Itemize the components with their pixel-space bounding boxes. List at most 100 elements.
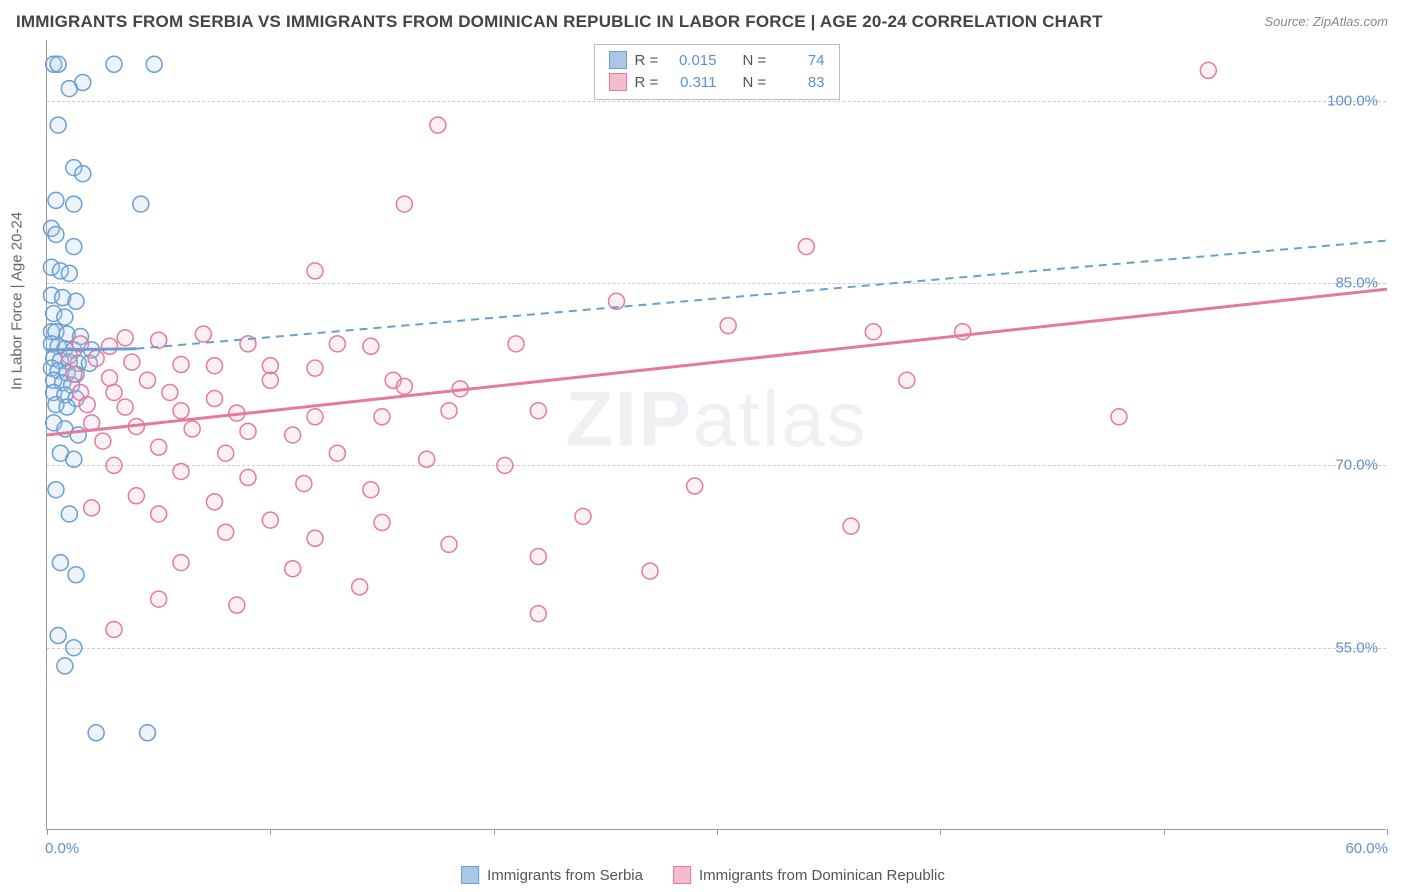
x-tick	[270, 829, 271, 835]
data-point	[195, 326, 211, 342]
data-point	[262, 358, 278, 374]
chart-container: IMMIGRANTS FROM SERBIA VS IMMIGRANTS FRO…	[0, 0, 1406, 892]
swatch-serbia	[609, 51, 627, 69]
x-tick	[1164, 829, 1165, 835]
data-point	[530, 403, 546, 419]
data-point	[207, 358, 223, 374]
data-point	[642, 563, 658, 579]
x-tick	[47, 829, 48, 835]
x-tick	[1387, 829, 1388, 835]
r-value-dominican: 0.311	[669, 74, 717, 91]
data-point	[75, 166, 91, 182]
data-point	[173, 463, 189, 479]
data-point	[57, 658, 73, 674]
data-point	[117, 330, 133, 346]
data-point	[151, 506, 167, 522]
data-point	[285, 427, 301, 443]
data-point	[899, 372, 915, 388]
data-point	[798, 239, 814, 255]
n-label: N =	[743, 74, 769, 91]
data-point	[61, 506, 77, 522]
data-point	[173, 357, 189, 373]
data-point	[207, 391, 223, 407]
series-legend: Immigrants from Serbia Immigrants from D…	[461, 866, 945, 884]
data-point	[128, 488, 144, 504]
data-point	[84, 500, 100, 516]
data-point	[106, 457, 122, 473]
data-point	[307, 360, 323, 376]
data-point	[133, 196, 149, 212]
data-point	[59, 399, 75, 415]
data-point	[307, 263, 323, 279]
data-point	[102, 338, 118, 354]
data-point	[106, 384, 122, 400]
legend-row-serbia: R = 0.015 N = 74	[609, 49, 825, 71]
data-point	[124, 354, 140, 370]
data-point	[720, 318, 736, 334]
data-point	[50, 56, 66, 72]
data-point	[329, 336, 345, 352]
n-label: N =	[743, 52, 769, 69]
legend-label-dominican: Immigrants from Dominican Republic	[699, 867, 945, 884]
data-point	[430, 117, 446, 133]
data-point	[66, 366, 82, 382]
data-point	[61, 81, 77, 97]
x-tick	[494, 829, 495, 835]
data-point	[363, 338, 379, 354]
data-point	[52, 555, 68, 571]
data-point	[218, 445, 234, 461]
chart-title: IMMIGRANTS FROM SERBIA VS IMMIGRANTS FRO…	[16, 12, 1103, 32]
x-tick	[717, 829, 718, 835]
data-point	[173, 403, 189, 419]
data-point	[508, 336, 524, 352]
data-point	[374, 515, 390, 531]
legend-item-serbia: Immigrants from Serbia	[461, 866, 643, 884]
trend-line	[47, 289, 1387, 435]
data-point	[162, 384, 178, 400]
correlation-legend: R = 0.015 N = 74 R = 0.311 N = 83	[594, 44, 840, 100]
plot-area: ZIPatlas In Labor Force | Age 20-24 55.0…	[46, 40, 1386, 830]
n-value-dominican: 83	[777, 74, 825, 91]
data-point	[363, 482, 379, 498]
data-point	[79, 397, 95, 413]
data-point	[497, 457, 513, 473]
data-point	[184, 421, 200, 437]
data-point	[843, 518, 859, 534]
legend-row-dominican: R = 0.311 N = 83	[609, 71, 825, 93]
data-point	[61, 265, 77, 281]
x-axis-label-min: 0.0%	[45, 840, 79, 857]
data-point	[1111, 409, 1127, 425]
swatch-dominican	[609, 73, 627, 91]
data-point	[575, 508, 591, 524]
data-point	[240, 423, 256, 439]
legend-label-serbia: Immigrants from Serbia	[487, 867, 643, 884]
data-point	[240, 470, 256, 486]
y-axis-title: In Labor Force | Age 20-24	[9, 211, 26, 389]
r-value-serbia: 0.015	[669, 52, 717, 69]
data-point	[229, 597, 245, 613]
data-point	[68, 567, 84, 583]
legend-item-dominican: Immigrants from Dominican Republic	[673, 866, 945, 884]
data-point	[1200, 62, 1216, 78]
data-point	[50, 117, 66, 133]
data-point	[66, 451, 82, 467]
data-point	[441, 536, 457, 552]
data-point	[57, 309, 73, 325]
data-point	[117, 399, 133, 415]
data-point	[151, 439, 167, 455]
data-point	[207, 494, 223, 510]
data-point	[102, 370, 118, 386]
data-point	[140, 725, 156, 741]
data-point	[66, 640, 82, 656]
data-point	[530, 549, 546, 565]
data-point	[218, 524, 234, 540]
data-point	[106, 56, 122, 72]
data-point	[329, 445, 345, 461]
data-point	[352, 579, 368, 595]
x-axis-label-max: 60.0%	[1345, 840, 1388, 857]
data-point	[146, 56, 162, 72]
data-point	[374, 409, 390, 425]
data-point	[307, 530, 323, 546]
data-point	[66, 239, 82, 255]
data-point	[530, 606, 546, 622]
